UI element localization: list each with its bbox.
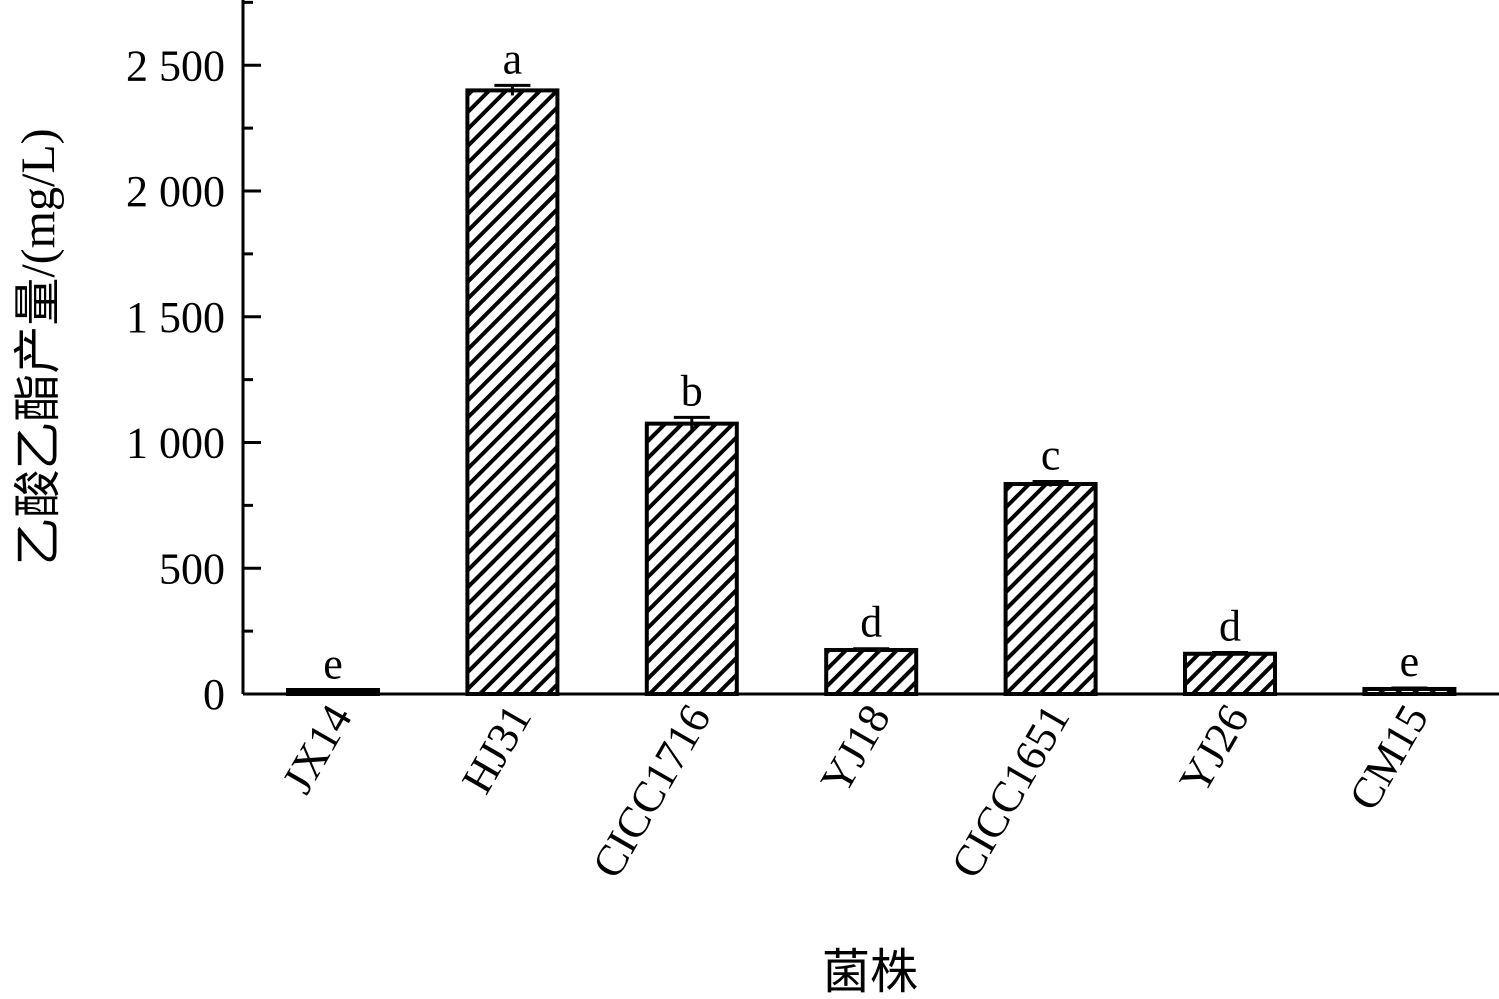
y-ticks bbox=[243, 0, 261, 696]
bar-YJ26 bbox=[1183, 651, 1277, 697]
x-tick-label: YJ18 bbox=[811, 697, 900, 802]
bar-YJ18 bbox=[824, 647, 919, 696]
y-tick-label: 2 000 bbox=[126, 167, 225, 216]
x-tick-label: CICC1651 bbox=[941, 697, 1079, 887]
bar-CICC1651 bbox=[1003, 481, 1098, 696]
y-tick-labels: 0 500 1 000 1 500 2 000 2 500 bbox=[126, 41, 225, 719]
x-tick-label: JX14 bbox=[273, 697, 362, 802]
y-tick-label: 1 000 bbox=[126, 419, 225, 468]
x-tick-label: YJ26 bbox=[1170, 697, 1259, 802]
y-tick-label: 0 bbox=[203, 670, 225, 719]
bars bbox=[286, 88, 1457, 697]
significance-label-CICC1651: c bbox=[1041, 430, 1061, 479]
x-axis: JX14 HJ31 CICC1716 YJ18 CICC1651 YJ26 CM15 菌株 bbox=[243, 692, 1499, 999]
y-tick-label: 500 bbox=[159, 544, 225, 593]
x-axis-label: 菌株 bbox=[822, 946, 918, 999]
x-tick-labels: JX14 HJ31 CICC1716 YJ18 CICC1651 YJ26 CM15 bbox=[273, 697, 1438, 887]
y-axis-label: 乙酸乙酯产量/(mg/L) bbox=[12, 128, 65, 565]
error-bars bbox=[315, 83, 1428, 693]
y-axis: 0 500 1 000 1 500 2 000 2 500 乙酸乙酯产量/(mg/L) bbox=[12, 0, 261, 719]
bar-HJ31 bbox=[465, 88, 560, 696]
x-tick-label: HJ31 bbox=[452, 697, 541, 802]
significance-label-YJ18: d bbox=[860, 598, 882, 647]
x-tick-label: CM15 bbox=[1339, 697, 1438, 819]
y-tick-label: 1 500 bbox=[126, 293, 225, 342]
x-tick-label: CICC1716 bbox=[583, 697, 721, 887]
y-tick-label: 2 500 bbox=[126, 41, 225, 90]
significance-labels: e a b d c d e bbox=[323, 34, 1419, 688]
significance-label-HJ31: a bbox=[503, 34, 523, 83]
significance-label-CM15: e bbox=[1400, 637, 1420, 686]
bar-CICC1716 bbox=[644, 421, 739, 696]
significance-label-JX14: e bbox=[323, 639, 343, 688]
significance-label-YJ26: d bbox=[1219, 602, 1241, 651]
significance-label-CICC1716: b bbox=[681, 366, 703, 415]
